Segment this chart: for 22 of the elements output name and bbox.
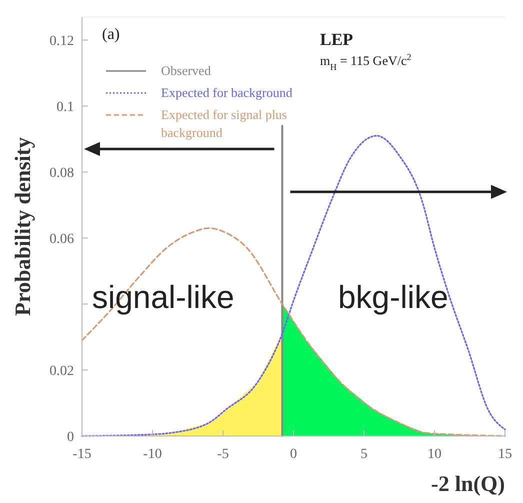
x-tick-label: 10: [428, 447, 442, 462]
y-tick-label: 0: [67, 430, 74, 445]
x-tick-label: 5: [360, 447, 368, 462]
legend-label: Expected for background: [161, 85, 293, 100]
x-tick-label: 0: [290, 447, 297, 462]
annotation: LEP: [320, 30, 354, 49]
x-tick-label: -5: [217, 447, 229, 462]
legend-label: Observed: [161, 63, 212, 78]
y-tick-label: 0.12: [50, 34, 74, 50]
x-tick-label: 15: [498, 447, 512, 462]
y-axis-title: Probability density: [10, 137, 35, 316]
annotation: bkg-like: [338, 279, 448, 315]
y-tick-label: 0.1: [56, 100, 74, 116]
annotation: m$_{H}$ = 115 GeV/c$^{2}$: [320, 52, 412, 72]
legend-label: Expected for signal plus background: [161, 107, 287, 140]
annotation: (a): [102, 26, 120, 43]
y-tick-label: 0.02: [50, 364, 74, 380]
x-axis-title: -2 ln(Q): [431, 471, 505, 496]
x-tick-label: -10: [143, 447, 162, 462]
x-tick-label: -15: [72, 447, 92, 462]
y-tick-label: 0.06: [50, 232, 74, 248]
y-tick-label: 0.08: [50, 166, 74, 182]
